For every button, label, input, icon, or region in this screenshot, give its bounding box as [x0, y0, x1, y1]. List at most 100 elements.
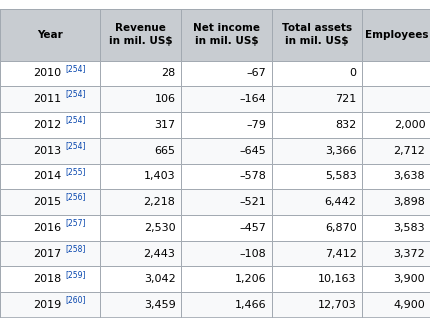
Text: –645: –645 [239, 146, 265, 156]
Text: 0: 0 [349, 68, 356, 78]
Bar [271, 292, 362, 318]
Text: 2010: 2010 [33, 68, 61, 78]
Bar [100, 138, 181, 164]
Text: 2015: 2015 [33, 197, 61, 207]
Text: 2011: 2011 [33, 94, 61, 104]
Text: 721: 721 [335, 94, 356, 104]
Bar [0, 164, 100, 189]
Text: 10,163: 10,163 [317, 274, 356, 284]
Text: 3,898: 3,898 [393, 197, 424, 207]
Bar [0, 292, 100, 318]
Text: 2019: 2019 [33, 300, 61, 310]
Bar [271, 138, 362, 164]
Bar [0, 189, 100, 215]
Text: [256]: [256] [65, 193, 86, 201]
Text: –108: –108 [239, 249, 265, 259]
Bar [0, 267, 100, 292]
Bar [362, 215, 430, 241]
Bar [0, 241, 100, 267]
Bar [100, 9, 181, 60]
Text: 665: 665 [154, 146, 175, 156]
Bar [271, 267, 362, 292]
Text: 3,372: 3,372 [393, 249, 424, 259]
Text: [255]: [255] [65, 167, 86, 176]
Text: 2012: 2012 [33, 120, 61, 130]
Bar [271, 9, 362, 60]
Text: –521: –521 [239, 197, 265, 207]
Text: 2018: 2018 [33, 274, 61, 284]
Bar [362, 189, 430, 215]
Bar [100, 292, 181, 318]
Bar [271, 86, 362, 112]
Text: 2014: 2014 [33, 171, 61, 181]
Text: 2013: 2013 [33, 146, 61, 156]
Text: 3,638: 3,638 [393, 171, 424, 181]
Text: 28: 28 [161, 68, 175, 78]
Bar [362, 112, 430, 138]
Bar [362, 292, 430, 318]
Bar [181, 164, 271, 189]
Text: 3,459: 3,459 [143, 300, 175, 310]
Text: Employees: Employees [364, 30, 427, 40]
Bar [271, 60, 362, 86]
Text: 2017: 2017 [33, 249, 61, 259]
Text: 2,712: 2,712 [393, 146, 424, 156]
Text: –67: –67 [246, 68, 265, 78]
Text: 3,366: 3,366 [324, 146, 356, 156]
Text: [254]: [254] [65, 115, 86, 124]
Text: –164: –164 [239, 94, 265, 104]
Text: [257]: [257] [65, 218, 86, 227]
Bar [181, 138, 271, 164]
Text: –578: –578 [239, 171, 265, 181]
Text: 2,530: 2,530 [144, 223, 175, 233]
Text: [254]: [254] [65, 64, 86, 73]
Text: 3,583: 3,583 [393, 223, 424, 233]
Bar [181, 215, 271, 241]
Text: –457: –457 [239, 223, 265, 233]
Text: Year: Year [37, 30, 63, 40]
Text: 2,443: 2,443 [143, 249, 175, 259]
Bar [362, 164, 430, 189]
Bar [0, 138, 100, 164]
Bar [271, 215, 362, 241]
Text: 6,442: 6,442 [324, 197, 356, 207]
Bar [0, 112, 100, 138]
Text: 2,218: 2,218 [143, 197, 175, 207]
Text: [260]: [260] [65, 296, 86, 304]
Bar [100, 267, 181, 292]
Bar [100, 164, 181, 189]
Bar [181, 112, 271, 138]
Bar [271, 112, 362, 138]
Text: Total assets
in mil. US$: Total assets in mil. US$ [281, 23, 351, 46]
Text: 2,000: 2,000 [393, 120, 424, 130]
Text: 7,412: 7,412 [324, 249, 356, 259]
Bar [100, 112, 181, 138]
Text: 3,042: 3,042 [143, 274, 175, 284]
Bar [181, 9, 271, 60]
Bar [271, 189, 362, 215]
Bar [0, 60, 100, 86]
Text: [254]: [254] [65, 141, 86, 150]
Bar [362, 9, 430, 60]
Bar [181, 292, 271, 318]
Text: 4,900: 4,900 [393, 300, 424, 310]
Bar [181, 241, 271, 267]
Text: 832: 832 [335, 120, 356, 130]
Bar [100, 189, 181, 215]
Bar [362, 60, 430, 86]
Text: 12,703: 12,703 [317, 300, 356, 310]
Bar [181, 189, 271, 215]
Text: Net income
in mil. US$: Net income in mil. US$ [193, 23, 259, 46]
Bar [271, 164, 362, 189]
Text: –79: –79 [246, 120, 265, 130]
Bar [362, 267, 430, 292]
Text: [258]: [258] [65, 244, 86, 253]
Bar [100, 86, 181, 112]
Bar [0, 9, 100, 60]
Bar [271, 241, 362, 267]
Text: 1,206: 1,206 [234, 274, 265, 284]
Bar [362, 241, 430, 267]
Bar [0, 86, 100, 112]
Text: 1,403: 1,403 [144, 171, 175, 181]
Bar [362, 86, 430, 112]
